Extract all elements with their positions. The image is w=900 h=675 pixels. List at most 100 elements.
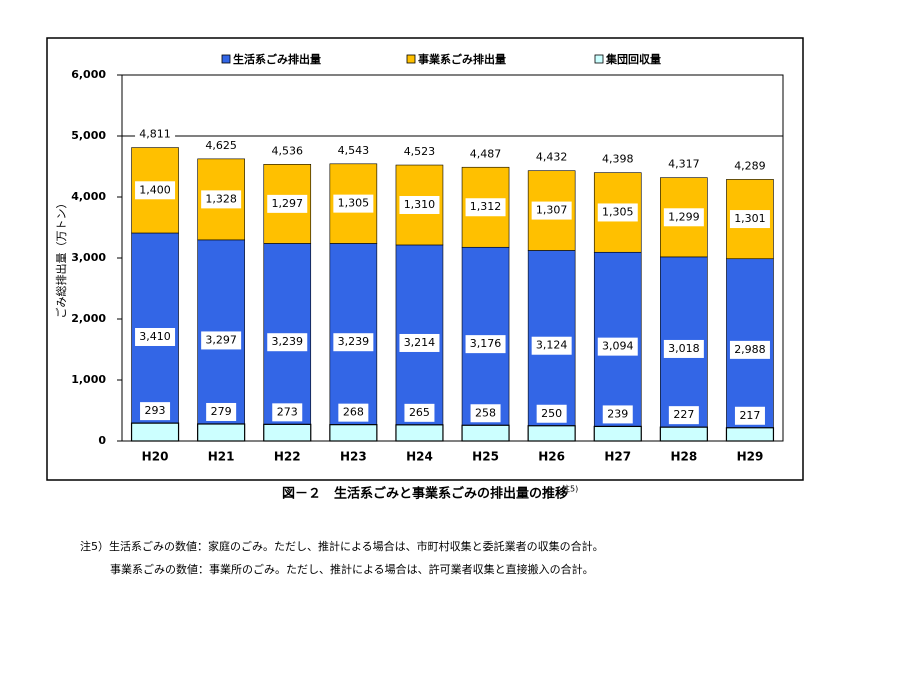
value-label-box: [729, 157, 770, 176]
x-tick-label: H24: [406, 450, 433, 464]
note: 注5）生活系ごみの数値：家庭のごみ。ただし、推計による場合は、市町村収集と委託業…: [80, 539, 604, 553]
value-label: 1,312: [470, 200, 502, 213]
value-label-box: [729, 210, 770, 229]
value-label: 1,305: [338, 197, 370, 210]
value-label-box: [333, 141, 374, 160]
y-tick-label: 5,000: [71, 129, 106, 142]
bar-segment: [725, 427, 775, 442]
value-label: 258: [475, 406, 496, 419]
caption: 図－２ 生活系ごみと事業系ごみの排出量の推移: [282, 486, 568, 502]
value-label-box: [399, 195, 440, 214]
value-label-box: [404, 403, 435, 422]
value-label-box: [597, 203, 638, 222]
value-label: 3,124: [536, 339, 568, 352]
value-label: 2,988: [734, 343, 766, 356]
value-label: 4,432: [536, 151, 568, 164]
x-tick-label: H20: [142, 450, 169, 464]
value-label-box: [201, 190, 242, 209]
y-tick-label: 6,000: [71, 68, 106, 81]
legend-swatch: [221, 54, 231, 64]
value-label: 1,305: [602, 205, 634, 218]
value-label: 4,543: [338, 144, 370, 157]
bar-segment: [197, 423, 246, 442]
value-label-box: [135, 327, 176, 346]
value-label: 3,297: [205, 333, 237, 346]
value-label-box: [201, 331, 242, 350]
legend-label: 事業系ごみ排出量: [418, 52, 506, 66]
value-label-box: [465, 335, 506, 354]
value-label-box: [470, 404, 501, 423]
value-label: 239: [607, 407, 628, 420]
value-label-box: [531, 148, 572, 167]
value-label-box: [531, 201, 572, 220]
bar-segment: [395, 424, 444, 442]
value-label: 3,239: [272, 335, 304, 348]
value-label-box: [267, 194, 308, 213]
value-label-box: [267, 333, 308, 352]
legend-label: 集団回収量: [605, 52, 661, 66]
value-label-box: [135, 181, 176, 200]
value-label-box: [272, 403, 303, 422]
legend-label: 生活系ごみ排出量: [233, 52, 321, 66]
value-label: 4,523: [404, 145, 436, 158]
value-label: 4,317: [668, 158, 700, 171]
value-label-box: [267, 142, 308, 161]
bar-segment: [659, 426, 708, 442]
value-label-box: [333, 194, 374, 213]
value-label-box: [206, 402, 237, 421]
value-label: 3,094: [602, 340, 634, 353]
note: 事業系ごみの数値：事業所のごみ。ただし、推計による場合は、許可業者収集と直接搬入…: [110, 562, 594, 576]
value-label-box: [602, 405, 633, 424]
value-label-box: [536, 404, 567, 423]
value-label: 3,410: [139, 330, 171, 343]
y-tick-label: 2,000: [71, 312, 106, 325]
value-label: 250: [541, 407, 562, 420]
value-label: 1,307: [536, 204, 568, 217]
y-tick-label: 1,000: [71, 373, 106, 386]
value-label: 268: [343, 406, 364, 419]
bar-segment: [593, 425, 642, 442]
value-label: 1,310: [404, 198, 436, 211]
bar-segment: [461, 424, 510, 442]
value-label: 4,625: [205, 139, 237, 152]
value-label-box: [597, 337, 638, 356]
value-label: 279: [211, 405, 232, 418]
legend-swatch: [594, 54, 604, 64]
y-tick-label: 4,000: [71, 190, 106, 203]
value-label-box: [135, 125, 176, 144]
value-label: 4,398: [602, 153, 634, 166]
x-tick-label: H27: [604, 450, 631, 464]
value-label: 1,299: [668, 210, 700, 223]
value-label: 217: [739, 409, 760, 422]
bar-segment: [329, 424, 378, 442]
x-tick-label: H25: [472, 450, 499, 464]
caption-note: 注5): [562, 484, 578, 494]
value-label-box: [663, 339, 704, 358]
value-label: 1,328: [205, 192, 237, 205]
bar-segment: [130, 422, 180, 442]
value-label-box: [338, 403, 369, 422]
value-label-box: [465, 145, 506, 164]
value-label-box: [531, 336, 572, 355]
chart-frame: [46, 37, 804, 481]
x-tick-label: H23: [340, 450, 367, 464]
value-label: 1,400: [139, 183, 171, 196]
value-label-box: [399, 333, 440, 352]
value-label-box: [465, 198, 506, 217]
bar-segment: [263, 423, 312, 442]
value-label-box: [201, 136, 242, 155]
value-label: 3,176: [470, 337, 502, 350]
value-label: 265: [409, 406, 430, 419]
value-label-box: [663, 155, 704, 174]
value-label: 4,487: [470, 147, 502, 160]
x-tick-label: H29: [737, 450, 764, 464]
y-tick-label: 3,000: [71, 251, 106, 264]
value-label-box: [140, 402, 171, 421]
value-label: 273: [277, 405, 298, 418]
bar-segment: [527, 425, 576, 442]
value-label: 3,018: [668, 342, 700, 355]
y-axis-label: ごみ総排出量（万トン）: [54, 198, 68, 319]
value-label-box: [668, 406, 699, 425]
value-label: 4,536: [272, 144, 304, 157]
